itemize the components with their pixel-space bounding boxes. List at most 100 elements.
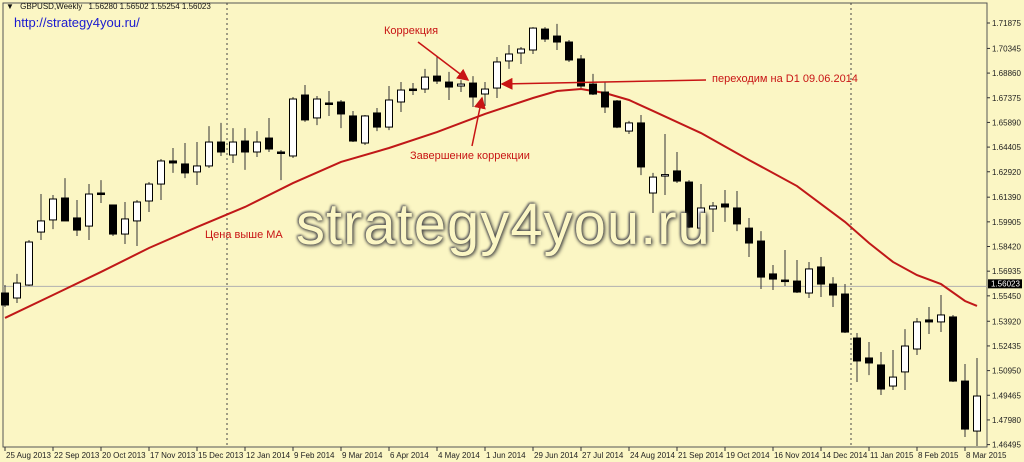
bear-candle-body xyxy=(637,122,645,168)
bear-candle-body xyxy=(1,292,9,306)
candle xyxy=(697,184,705,231)
bull-candle-body xyxy=(901,345,909,373)
candle xyxy=(661,134,669,196)
site-link[interactable]: http://strategy4you.ru/ xyxy=(14,15,140,30)
bull-candle-body xyxy=(313,98,321,119)
bull-candle-body xyxy=(289,98,297,157)
moving-average xyxy=(4,88,978,319)
annotation-correction-end: Завершение коррекции xyxy=(410,150,530,162)
candle xyxy=(889,350,897,391)
bid-line: 1.56023 xyxy=(3,279,1022,289)
x-tick-label: 20 Oct 2013 xyxy=(102,451,146,460)
annotation-correction: Коррекция xyxy=(384,25,439,37)
candle xyxy=(877,351,885,396)
bull-candle-body xyxy=(937,314,945,323)
x-tick-label: 9 Feb 2014 xyxy=(294,451,335,460)
bull-candle-body xyxy=(13,282,21,299)
candle xyxy=(169,148,177,173)
bear-candle-body xyxy=(373,112,381,128)
bear-candle-body xyxy=(337,101,345,115)
bull-candle-body xyxy=(37,220,45,233)
price-axis: 1.71875 1.70345 1.68860 1.67375 1.65890 1.644… xyxy=(987,19,1021,450)
bear-candle-body xyxy=(409,88,417,92)
y-tick-label: 1.65890 xyxy=(992,118,1021,127)
bull-candle-body xyxy=(661,174,669,177)
bull-candle-body xyxy=(145,183,153,202)
candle xyxy=(181,143,189,179)
candle xyxy=(961,363,969,438)
candle xyxy=(709,201,717,233)
candle xyxy=(601,82,609,113)
y-tick-label: 1.71875 xyxy=(992,19,1021,28)
candle xyxy=(721,190,729,222)
candle xyxy=(769,264,777,291)
bid-price-box xyxy=(988,279,1022,289)
candle xyxy=(337,100,345,129)
arrow-correction xyxy=(417,41,470,81)
ma-line xyxy=(4,88,978,319)
annotation-switch-d1: переходим на D1 09.06.2014 xyxy=(712,73,858,85)
bear-candle-body xyxy=(277,151,285,154)
candle xyxy=(61,178,69,222)
y-tick-label: 1.58420 xyxy=(992,243,1021,252)
x-tick-label: 27 Jul 2014 xyxy=(582,451,624,460)
plot-frame xyxy=(2,2,988,448)
candle xyxy=(469,76,477,107)
watermark: strategy4you.ru xyxy=(296,192,711,257)
candle xyxy=(457,80,465,93)
bear-candle-body xyxy=(589,83,597,95)
candle xyxy=(397,82,405,112)
x-tick-label: 1 Jun 2014 xyxy=(486,451,526,460)
bear-candle-body xyxy=(553,35,561,43)
candle xyxy=(541,27,549,43)
bull-candle-body xyxy=(133,201,141,222)
x-tick-label: 11 Jan 2015 xyxy=(870,451,914,460)
bull-candle-body xyxy=(457,83,465,87)
bear-candle-body xyxy=(949,316,957,382)
dropdown-arrow-icon[interactable]: ▼ xyxy=(6,2,14,11)
bear-candle-body xyxy=(829,283,837,296)
bull-candle-body xyxy=(193,165,201,173)
x-tick-label: 8 Feb 2015 xyxy=(918,451,959,460)
y-tick-label: 1.46495 xyxy=(992,441,1021,450)
bear-candle-body xyxy=(793,280,801,293)
arrow-correction-end xyxy=(471,96,486,147)
y-tick-label: 1.56935 xyxy=(992,267,1021,276)
x-tick-label: 6 Apr 2014 xyxy=(390,451,429,460)
candle xyxy=(565,40,573,62)
bear-candle-body xyxy=(565,41,573,61)
y-tick-label: 1.52435 xyxy=(992,342,1021,351)
candle xyxy=(217,122,225,156)
bull-candle-body xyxy=(85,193,93,227)
candle xyxy=(733,191,741,232)
x-tick-label: 4 May 2014 xyxy=(438,451,480,460)
candle xyxy=(481,82,489,106)
bear-candle-body xyxy=(877,364,885,390)
y-tick-label: 1.47980 xyxy=(992,416,1021,425)
bull-candle-body xyxy=(229,141,237,156)
annotation-arrows xyxy=(417,41,707,147)
candle xyxy=(613,100,621,129)
candle xyxy=(829,277,837,307)
candle xyxy=(157,158,165,200)
y-tick-label: 1.61390 xyxy=(992,193,1021,202)
y-tick-label: 1.70345 xyxy=(992,44,1021,53)
bull-candle-body xyxy=(805,268,813,294)
y-tick-label: 1.64405 xyxy=(992,143,1021,152)
candle xyxy=(373,107,381,132)
bull-candle-body xyxy=(253,141,261,153)
candle xyxy=(973,357,981,447)
bull-candle-body xyxy=(157,160,165,185)
candle xyxy=(589,73,597,96)
bear-candle-body xyxy=(541,28,549,40)
candle xyxy=(13,273,21,303)
bear-candle-body xyxy=(181,163,189,174)
x-tick-label: 14 Dec 2014 xyxy=(822,451,868,460)
candle xyxy=(517,47,525,64)
y-tick-label: 1.67375 xyxy=(992,94,1021,103)
y-tick-label: 1.55450 xyxy=(992,292,1021,301)
x-tick-label: 25 Aug 2013 xyxy=(6,451,51,460)
bear-candle-body xyxy=(817,266,825,285)
bear-candle-body xyxy=(601,91,609,108)
candle xyxy=(241,128,249,170)
